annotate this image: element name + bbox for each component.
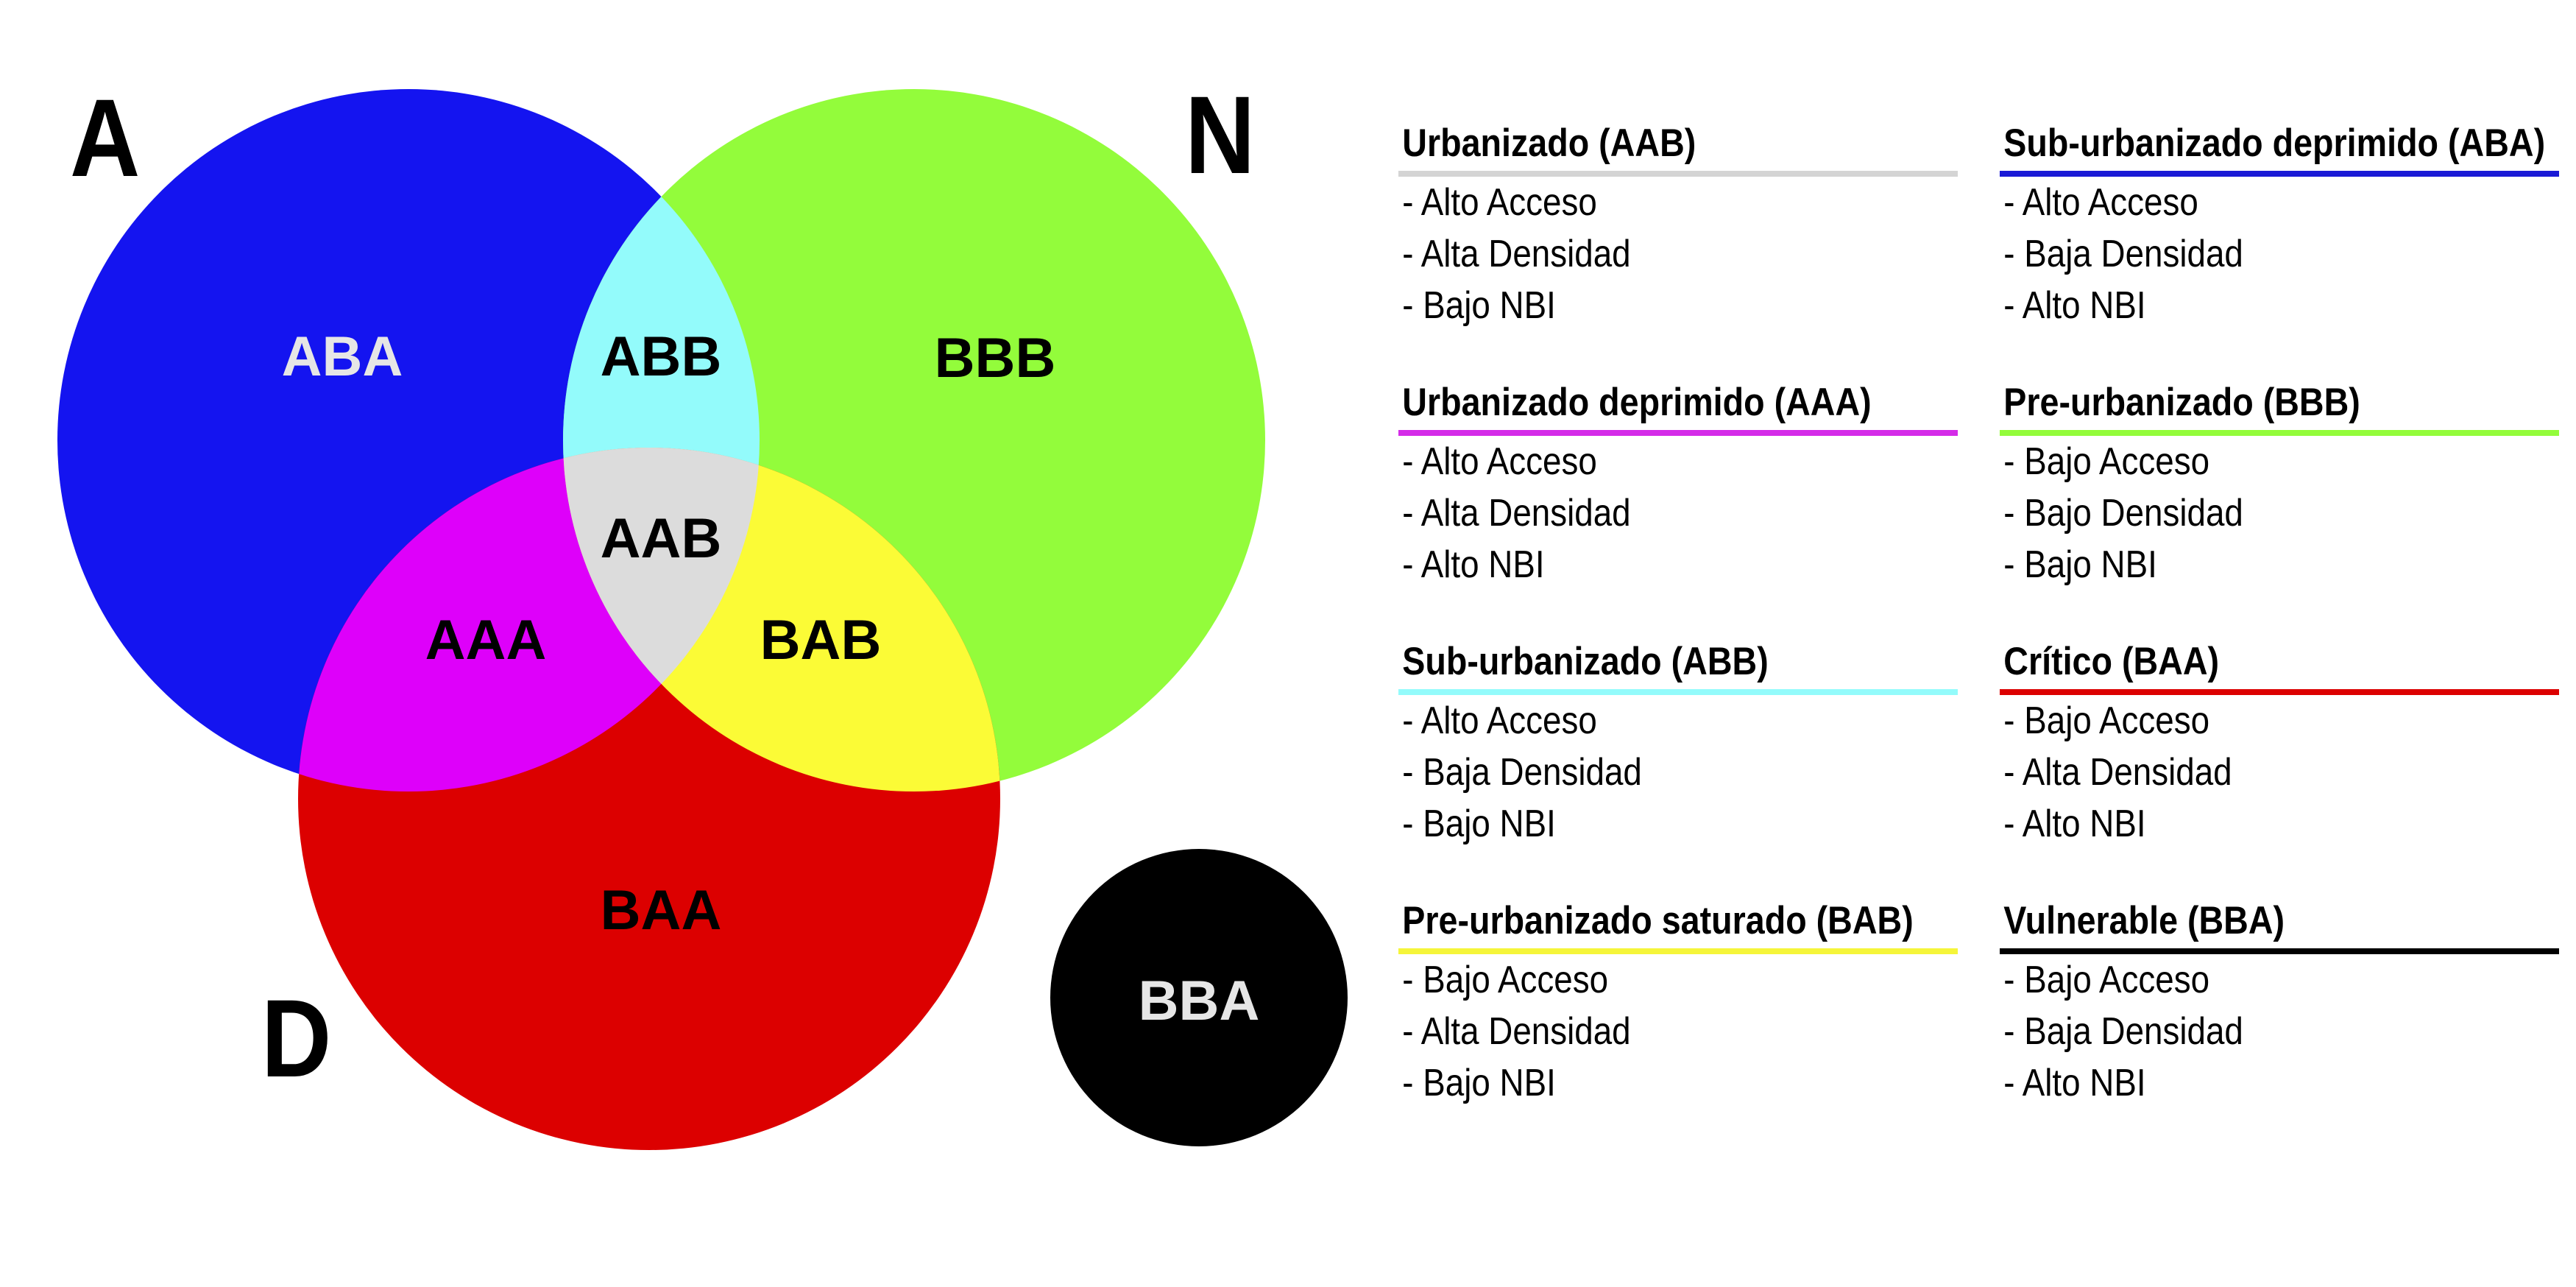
legend-title: Pre-urbanizado saturado (BAB) [1402, 899, 1914, 942]
legend-color-rule [1398, 171, 1958, 177]
legend-line: - Alto NBI [2003, 284, 2146, 327]
legend-color-rule [1398, 689, 1958, 695]
legend-line: - Bajo Densidad [2003, 492, 2243, 535]
legend-line: - Alto Acceso [1402, 181, 1597, 224]
legend-color-rule [2000, 689, 2559, 695]
region-label-aba: ABA [282, 325, 403, 388]
legend-line: - Alto NBI [2003, 1062, 2146, 1104]
region-label-abb: ABB [601, 325, 722, 388]
legend-line: - Alta Densidad [1402, 233, 1631, 275]
region-ad-overlap [298, 448, 760, 791]
legend-entry: Sub-urbanizado (ABB) - Alto Acceso - Baj… [1398, 642, 1958, 901]
legend-line: - Bajo Acceso [2003, 699, 2210, 742]
legend-line: - Alto Acceso [2003, 181, 2198, 224]
legend-entry: Urbanizado (AAB) - Alto Acceso - Alta De… [1398, 124, 1958, 383]
corner-label-n: N [1185, 73, 1256, 197]
legend-color-rule [2000, 430, 2559, 436]
legend-entry: Urbanizado deprimido (AAA) - Alto Acceso… [1398, 383, 1958, 642]
legend-line: - Baja Densidad [2003, 233, 2243, 275]
legend-column-right: Sub-urbanizado deprimido (ABA) - Alto Ac… [2000, 124, 2559, 1160]
legend-title: Crítico (BAA) [2003, 640, 2220, 683]
venn-diagram: ABA ABB BBB AAB AAA BAB BAA BBA [57, 89, 1348, 1150]
legend-color-rule [1398, 948, 1958, 954]
legend-entry: Crítico (BAA) - Bajo Acceso - Alta Densi… [2000, 642, 2559, 901]
corner-label-d: D [261, 976, 332, 1100]
region-label-baa: BAA [601, 879, 722, 942]
legend-line: - Bajo NBI [1402, 803, 1556, 845]
region-label-bba: BBA [1139, 970, 1260, 1032]
region-label-aab: AAB [601, 507, 722, 570]
legend-line: - Alto NBI [2003, 803, 2146, 845]
legend-entry: Vulnerable (BBA) - Bajo Acceso - Baja De… [2000, 901, 2559, 1160]
legend-title: Pre-urbanizado (BBB) [2003, 381, 2360, 424]
legend-entry: Sub-urbanizado deprimido (ABA) - Alto Ac… [2000, 124, 2559, 383]
legend-color-rule [2000, 948, 2559, 954]
legend-title: Sub-urbanizado (ABB) [1402, 640, 1769, 683]
legend-title: Vulnerable (BBA) [2003, 899, 2285, 942]
region-label-aaa: AAA [425, 609, 547, 671]
region-nd-overlap [563, 448, 1000, 791]
circle-bba [1050, 849, 1348, 1146]
legend-title: Urbanizado (AAB) [1402, 121, 1696, 165]
region-label-bab: BAB [760, 609, 882, 671]
legend-line: - Baja Densidad [1402, 751, 1642, 794]
legend-line: - Alta Densidad [1402, 492, 1631, 535]
legend-line: - Bajo Acceso [2003, 959, 2210, 1001]
legend-line: - Alto Acceso [1402, 440, 1597, 483]
legend-title: Urbanizado deprimido (AAA) [1402, 381, 1872, 424]
legend-line: - Bajo NBI [1402, 1062, 1556, 1104]
legend-line: - Alto NBI [1402, 543, 1545, 586]
legend-title: Sub-urbanizado deprimido (ABA) [2003, 121, 2546, 165]
legend-entry: Pre-urbanizado (BBB) - Bajo Acceso - Baj… [2000, 383, 2559, 642]
legend-line: - Bajo Acceso [1402, 959, 1609, 1001]
legend-line: - Bajo NBI [2003, 543, 2157, 586]
legend-line: - Alto Acceso [1402, 699, 1597, 742]
legend-entry: Pre-urbanizado saturado (BAB) - Bajo Acc… [1398, 901, 1958, 1160]
legend-line: - Bajo NBI [1402, 284, 1556, 327]
legend-line: - Alta Densidad [2003, 751, 2232, 794]
corner-label-a: A [70, 76, 141, 200]
legend-column-left: Urbanizado (AAB) - Alto Acceso - Alta De… [1398, 124, 1958, 1160]
legend-color-rule [2000, 171, 2559, 177]
region-label-bbb: BBB [935, 327, 1056, 389]
legend-line: - Alta Densidad [1402, 1010, 1631, 1053]
legend-color-rule [1398, 430, 1958, 436]
legend-line: - Baja Densidad [2003, 1010, 2243, 1053]
legend-line: - Bajo Acceso [2003, 440, 2210, 483]
